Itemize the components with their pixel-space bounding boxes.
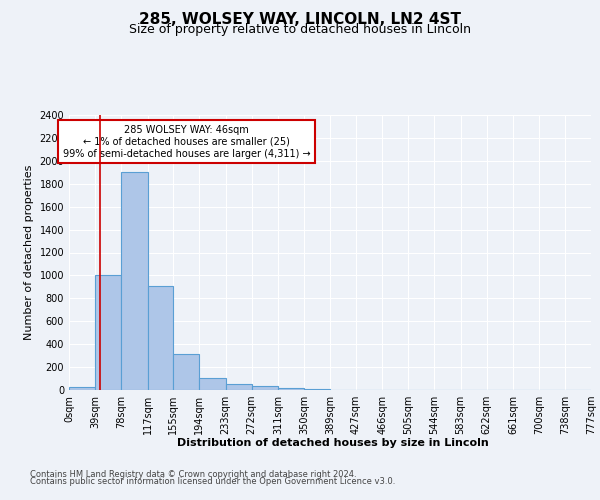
Bar	[148, 286, 173, 390]
Text: Size of property relative to detached houses in Lincoln: Size of property relative to detached ho…	[129, 22, 471, 36]
Y-axis label: Number of detached properties: Number of detached properties	[24, 165, 34, 340]
Bar	[121, 172, 148, 390]
Text: Contains HM Land Registry data © Crown copyright and database right 2024.: Contains HM Land Registry data © Crown c…	[30, 470, 356, 479]
Bar	[69, 387, 95, 390]
Text: Contains public sector information licensed under the Open Government Licence v3: Contains public sector information licen…	[30, 478, 395, 486]
Text: 285, WOLSEY WAY, LINCOLN, LN2 4ST: 285, WOLSEY WAY, LINCOLN, LN2 4ST	[139, 12, 461, 28]
Bar	[199, 378, 226, 390]
Bar	[173, 354, 199, 390]
Text: Distribution of detached houses by size in Lincoln: Distribution of detached houses by size …	[177, 438, 489, 448]
Bar	[278, 388, 304, 390]
Text: 285 WOLSEY WAY: 46sqm
← 1% of detached houses are smaller (25)
99% of semi-detac: 285 WOLSEY WAY: 46sqm ← 1% of detached h…	[63, 126, 310, 158]
Bar	[95, 276, 121, 390]
Bar	[226, 384, 252, 390]
Bar	[252, 386, 278, 390]
